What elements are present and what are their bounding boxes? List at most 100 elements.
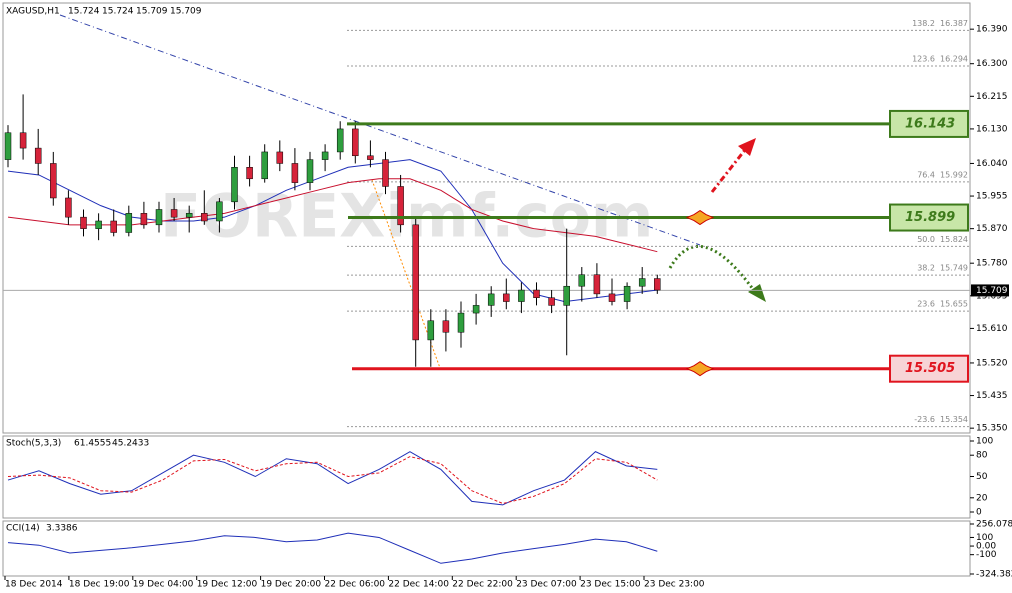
y-tick-label: 15.350 [976,424,1008,434]
candle-body [276,151,284,164]
fib-price: 15.749 [940,264,968,273]
candle-body [19,132,27,149]
current-price-label: 15.709 [976,286,1008,296]
candle-body [246,167,253,180]
y-tick-label: 16.390 [976,25,1008,35]
candle-body [487,293,495,306]
candle-body [367,155,374,160]
candle-body [4,132,12,160]
stoch-reading: 61.4555 [74,439,111,449]
x-tick-label: 18 Dec 2014 [5,580,63,590]
candle-body [518,289,525,302]
y-tick-label: 15.870 [976,224,1008,234]
y-tick-label: 15.520 [976,358,1008,368]
down-arrow-head [748,284,766,302]
level-label: 15.899 [905,210,955,225]
candle-body [563,285,570,306]
stoch-panel [2,435,971,519]
cci-reading: 3.3386 [46,524,78,534]
ohlc-value: 15.709 [136,7,168,17]
candle-body [140,213,148,226]
candle-body [261,151,268,180]
ohlc-value: 15.724 [68,7,100,17]
fib-level: 38.2 [917,264,935,273]
x-tick-label: 19 Dec 04:00 [133,580,194,590]
y-tick-label: 0 [976,508,982,518]
stoch-reading: 45.2433 [112,439,149,449]
y-tick-label: 15.780 [976,259,1008,269]
level-box [889,109,969,138]
candle-body [533,289,540,298]
fib-base-line [371,179,441,369]
x-tick-label: 23 Dec 15:00 [580,580,641,590]
trendline [59,14,701,246]
level-label: 16.143 [905,116,955,131]
candle-body [201,213,208,222]
candle-body [503,293,510,302]
oscillator-line [7,532,658,564]
candle-body [457,312,465,333]
x-tick-label: 22 Dec 22:00 [452,580,513,590]
candle-body [155,209,163,226]
fib-price: 16.294 [940,55,968,64]
y-tick-label: 16.130 [976,124,1008,134]
candle-body [548,297,555,306]
candle-body [170,209,178,218]
candle-body [352,128,359,157]
y-tick-label: 15.435 [976,391,1008,401]
level-marker [685,361,715,377]
cci-panel [2,520,971,577]
candle-body [382,159,389,187]
fib-level: 50.0 [917,235,935,244]
y-tick-label: 0.00 [976,542,996,552]
y-tick-label: 16.040 [976,159,1008,169]
level-label: 15.505 [905,361,955,376]
candle-body [34,147,42,164]
up-arrow-head [738,138,756,156]
y-tick-label: -100 [976,550,997,560]
x-tick-label: 18 Dec 19:00 [69,580,130,590]
fib-price: 16.387 [940,19,968,28]
x-tick-label: 22 Dec 06:00 [325,580,386,590]
x-tick-label: 23 Dec 07:00 [516,580,577,590]
x-tick-label: 19 Dec 20:00 [261,580,322,590]
down-arrow [668,244,757,293]
stoch-name: Stoch(5,3,3) [6,439,61,449]
header: XAGUSD,H1 [6,7,60,17]
candle-body [654,278,661,291]
candle-body [65,197,72,218]
candle-body [336,128,344,153]
oscillator-line [7,451,658,506]
fib-level: -23.6 [914,415,935,424]
y-tick-label: -324.3822 [976,570,1012,580]
candle-body [95,220,102,229]
y-tick-label: 15.955 [976,192,1008,202]
y-tick-label: 256.0785 [976,520,1012,530]
x-tick-label: 23 Dec 23:00 [644,580,705,590]
candle-body [110,220,117,233]
y-tick-label: 50 [976,472,988,482]
x-tick-label: 19 Dec 12:00 [197,580,258,590]
y-tick-label: 16.215 [976,92,1008,102]
ohlc-value: 15.709 [170,7,202,17]
fib-price: 15.824 [940,235,968,244]
candle-body [231,167,238,203]
candle-body [397,186,404,226]
ohlc-value: 15.724 [102,7,134,17]
candle-body [427,320,435,341]
oscillator-line [7,456,658,505]
y-tick-label: 20 [976,493,988,503]
candle-body [412,224,419,341]
candle-body [80,216,87,229]
y-tick-label: 100 [976,533,993,543]
x-tick-label: 22 Dec 14:00 [388,580,449,590]
current-price-box [971,284,1009,297]
candle-body [306,159,314,183]
candle-body [593,274,601,295]
candle-body [472,305,480,314]
candle-body [185,213,193,218]
symbol: XAGUSD,H1 [6,7,60,17]
y-tick-label: 15.610 [976,324,1008,334]
cci-name: CCI(14) [6,524,40,534]
